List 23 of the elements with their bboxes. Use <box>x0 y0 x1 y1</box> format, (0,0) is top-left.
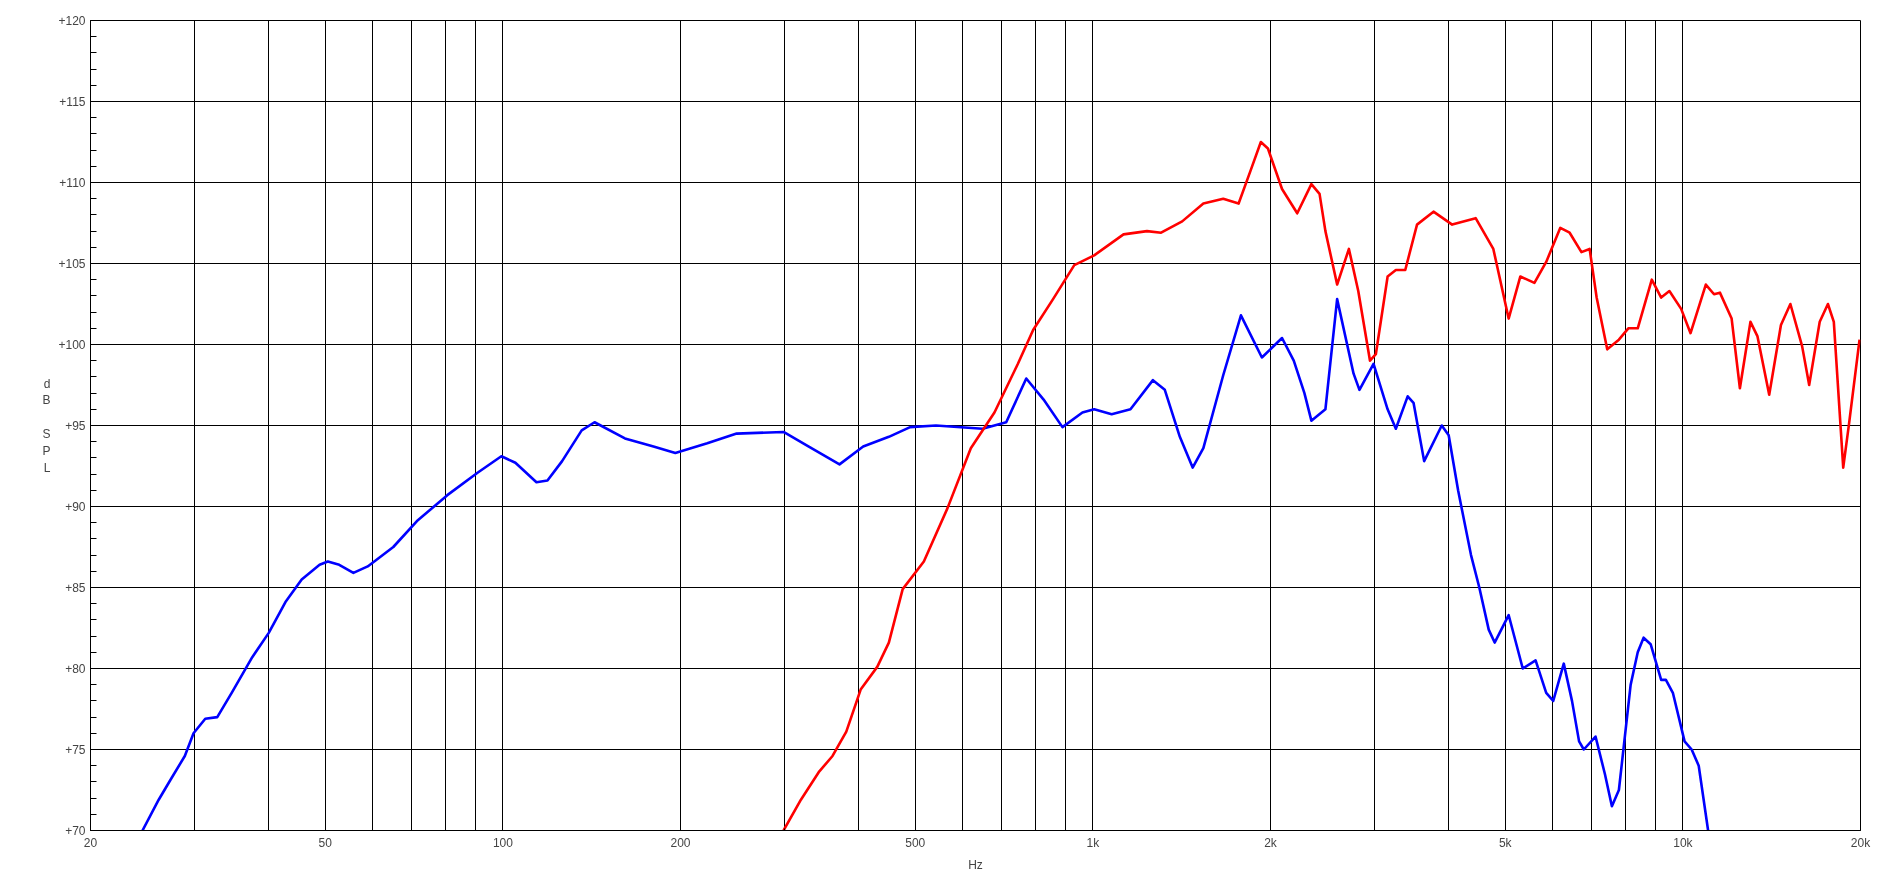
x-tick-label: 10k <box>1673 835 1694 850</box>
text: dB SPL <box>42 376 51 475</box>
x-tick-label: 20k <box>1850 835 1872 850</box>
x-tick-label: 200 <box>670 835 691 850</box>
y-tick-label: +100 <box>58 338 86 352</box>
x-tick-label: 5k <box>1498 835 1513 850</box>
y-tick-label: +90 <box>65 500 86 514</box>
y-tick-label: +95 <box>65 419 86 433</box>
x-tick-label: 50 <box>318 835 333 850</box>
x-tick-label: 100 <box>492 835 514 850</box>
y-tick-label: +70 <box>65 824 86 838</box>
y-tick-label: +75 <box>65 743 86 757</box>
y-tick-label: +105 <box>58 257 86 271</box>
y-tick-label: +120 <box>58 14 86 28</box>
x-tick-label: 500 <box>905 835 926 850</box>
x-tick-label: 1k <box>1086 835 1101 850</box>
y-tick-label: +110 <box>59 176 86 190</box>
x-tick-label: 20 <box>83 835 98 850</box>
y-tick-label: +115 <box>59 95 86 109</box>
x-axis-title: Hz <box>968 857 983 872</box>
y-tick-label: +80 <box>65 662 86 676</box>
x-tick-label: 2k <box>1264 835 1278 850</box>
y-tick-label: +85 <box>65 581 86 595</box>
